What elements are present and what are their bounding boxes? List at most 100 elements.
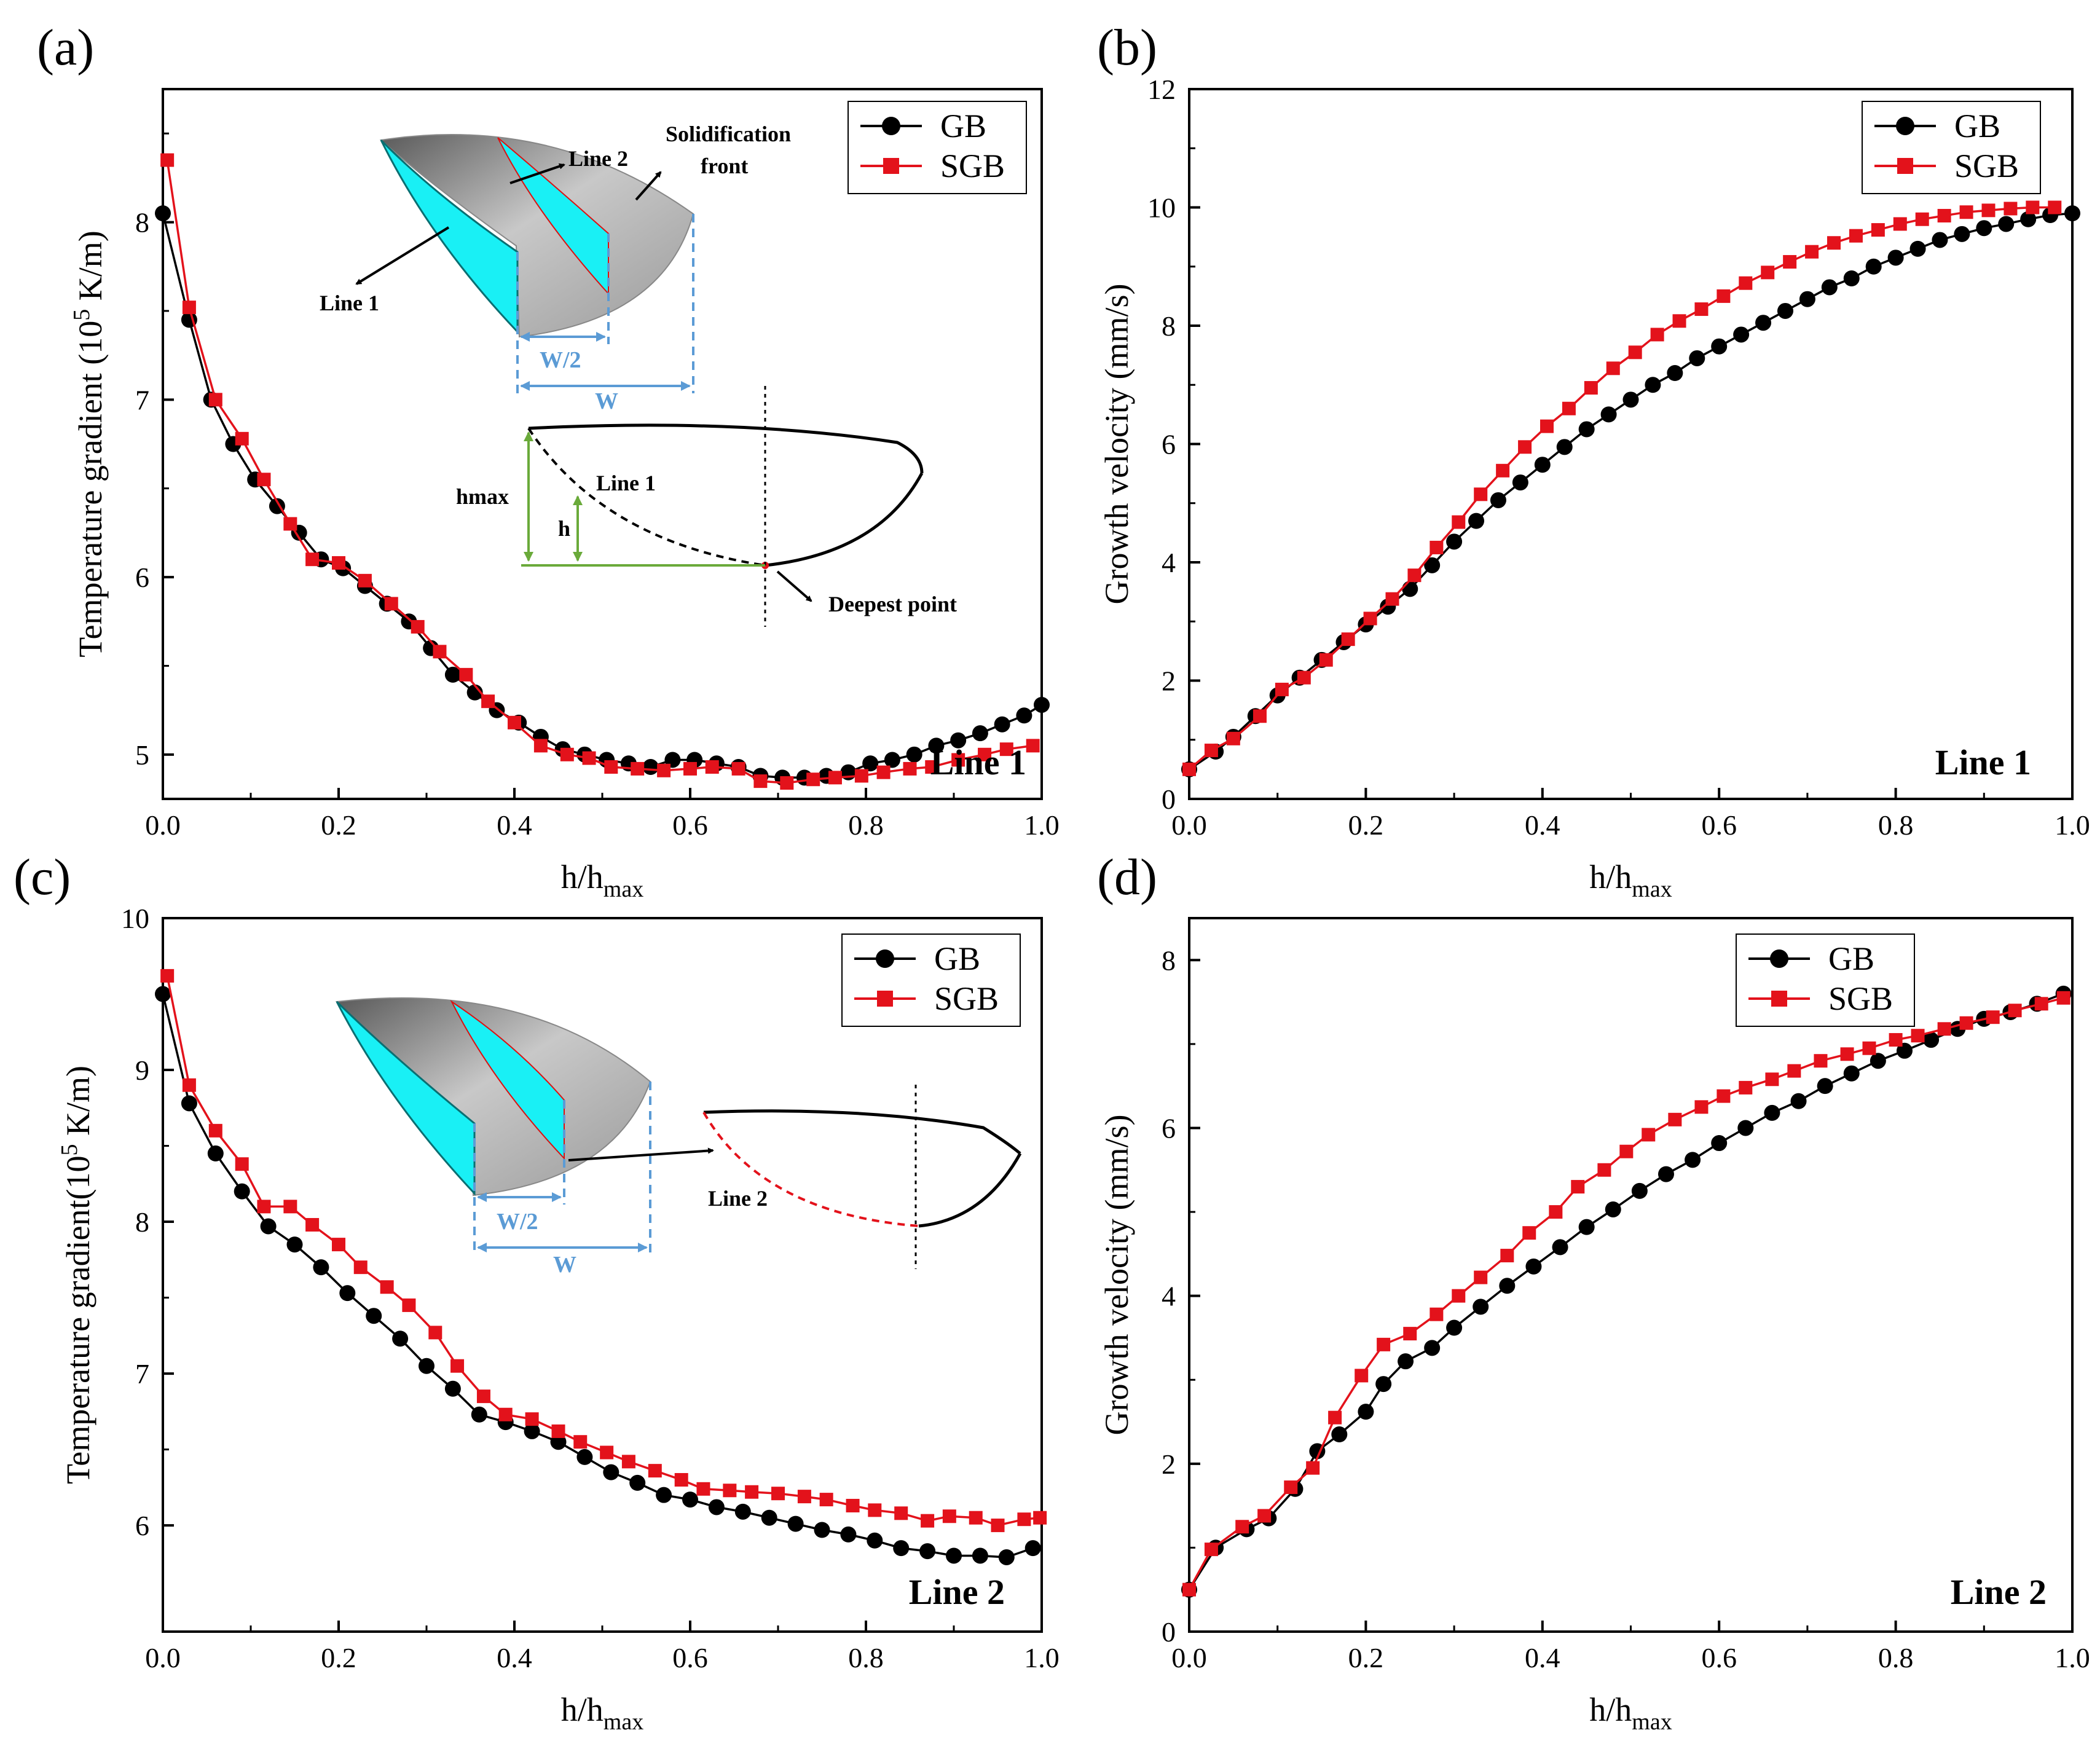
data-point-gb bbox=[207, 1145, 224, 1161]
data-point-sgb bbox=[797, 1490, 811, 1504]
inset-a-meltpool: W/2 W Line 1 Line 2 Solidification front bbox=[320, 122, 791, 414]
data-point-sgb bbox=[1017, 1512, 1031, 1527]
data-point-gb bbox=[1658, 1166, 1674, 1182]
data-point-sgb bbox=[1814, 1054, 1828, 1068]
data-point-sgb bbox=[160, 969, 175, 983]
data-point-sgb bbox=[1849, 229, 1863, 243]
inset-a-h-label: h bbox=[558, 516, 570, 541]
y-tick-label: 9 bbox=[135, 1055, 149, 1086]
x-tick-label: 1.0 bbox=[1024, 809, 1060, 841]
data-point-gb bbox=[313, 1259, 329, 1276]
data-point-gb bbox=[1473, 1299, 1489, 1315]
data-point-sgb bbox=[428, 1326, 442, 1340]
data-point-sgb bbox=[1787, 1064, 1801, 1078]
data-point-sgb bbox=[925, 760, 939, 774]
data-point-sgb bbox=[1694, 302, 1709, 316]
inset-c-meltpool: W/2 W bbox=[335, 997, 714, 1278]
data-point-sgb bbox=[1606, 361, 1620, 375]
data-point-sgb bbox=[1474, 487, 1488, 501]
data-point-sgb bbox=[283, 517, 297, 531]
data-point-sgb bbox=[1253, 709, 1267, 723]
data-point-sgb bbox=[854, 769, 868, 783]
inset-a-profile-bottom bbox=[765, 472, 924, 567]
y-tick-label: 4 bbox=[1162, 1281, 1176, 1312]
data-point-gb bbox=[972, 1547, 988, 1564]
data-point-sgb bbox=[1355, 1369, 1369, 1383]
data-point-sgb bbox=[1377, 1337, 1391, 1351]
data-point-gb bbox=[1799, 291, 1815, 307]
data-point-gb bbox=[1777, 302, 1793, 319]
y-tick-label: 6 bbox=[1162, 429, 1176, 460]
data-point-gb bbox=[1711, 1135, 1728, 1152]
legend-gb-marker bbox=[1770, 949, 1788, 968]
y-axis-label: Growth velocity (mm/s) bbox=[1098, 284, 1135, 605]
data-point-sgb bbox=[1297, 670, 1311, 685]
data-point-sgb bbox=[525, 1412, 539, 1426]
data-point-sgb bbox=[1827, 236, 1841, 250]
data-point-sgb bbox=[1540, 419, 1554, 433]
data-point-sgb bbox=[1862, 1041, 1876, 1055]
data-point-sgb bbox=[1937, 208, 1951, 222]
inset-a-line1-label: Line 1 bbox=[320, 291, 379, 315]
inset-c-profile-bottom bbox=[918, 1152, 1022, 1228]
data-point-sgb bbox=[257, 473, 271, 487]
data-point-sgb bbox=[1500, 1249, 1514, 1263]
y-tick-label: 4 bbox=[1162, 547, 1176, 578]
data-point-gb bbox=[906, 746, 922, 763]
data-point-gb bbox=[366, 1308, 382, 1324]
data-point-sgb bbox=[969, 1511, 983, 1525]
data-point-sgb bbox=[828, 771, 842, 785]
legend-sgb-label: SGB bbox=[1954, 147, 2019, 184]
data-point-sgb bbox=[1889, 1033, 1903, 1047]
legend-gb-label: GB bbox=[940, 108, 986, 144]
data-point-gb bbox=[814, 1522, 830, 1538]
data-point-gb bbox=[708, 1499, 725, 1515]
y-tick-label: 6 bbox=[135, 562, 149, 593]
data-point-sgb bbox=[1739, 276, 1753, 290]
data-point-sgb bbox=[560, 747, 574, 761]
x-tick-label: 0.2 bbox=[321, 809, 356, 841]
data-point-gb bbox=[787, 1515, 804, 1532]
data-point-gb bbox=[466, 684, 483, 701]
data-point-gb bbox=[339, 1285, 356, 1302]
data-point-sgb bbox=[305, 552, 320, 567]
data-point-sgb bbox=[208, 1123, 222, 1138]
data-point-gb bbox=[1552, 1239, 1568, 1256]
x-axis-label: h/hmax bbox=[561, 1691, 643, 1735]
line-tag: Line 2 bbox=[1951, 1572, 2047, 1612]
data-point-gb bbox=[2020, 211, 2037, 227]
series-line-sgb bbox=[1188, 206, 2055, 771]
data-point-sgb bbox=[358, 573, 372, 588]
legend-gb-marker bbox=[882, 117, 900, 135]
data-point-gb bbox=[994, 716, 1010, 733]
x-tick-label: 1.0 bbox=[2055, 1642, 2090, 1673]
data-point-sgb bbox=[978, 747, 992, 761]
data-point-sgb bbox=[305, 1217, 320, 1232]
panel-d: 0.0 0.2 0.4 0.6 0.8 1.0 0 2 4 6 8 h/hmax Growth velo… bbox=[1098, 917, 2090, 1735]
data-point-sgb bbox=[1840, 1047, 1854, 1061]
data-point-gb bbox=[1932, 232, 1948, 248]
data-point-gb bbox=[919, 1543, 936, 1560]
data-point-sgb bbox=[283, 1200, 297, 1214]
y-tick-label: 8 bbox=[135, 207, 149, 238]
legend-gb-label: GB bbox=[934, 940, 980, 977]
data-point-sgb bbox=[604, 760, 618, 774]
data-point-sgb bbox=[2004, 202, 2018, 216]
data-point-sgb bbox=[1650, 328, 1664, 342]
inset-c-w-label: W bbox=[553, 1252, 576, 1278]
data-point-sgb bbox=[1182, 1582, 1196, 1597]
data-point-gb bbox=[946, 1547, 962, 1564]
data-point-sgb bbox=[1871, 223, 1885, 237]
x-tick-label: 0.8 bbox=[1878, 809, 1914, 841]
data-point-gb bbox=[1631, 1182, 1648, 1199]
data-point-gb bbox=[928, 737, 945, 754]
data-point-gb bbox=[1685, 1152, 1701, 1168]
inset-c-cross-section-2 bbox=[450, 1000, 565, 1160]
data-point-sgb bbox=[868, 1503, 882, 1517]
data-point-sgb bbox=[648, 1464, 662, 1478]
inset-a-w-label: W bbox=[595, 388, 618, 414]
data-point-gb bbox=[629, 1474, 646, 1491]
data-point-gb bbox=[862, 755, 879, 772]
data-point-sgb bbox=[771, 1487, 785, 1501]
data-point-gb bbox=[682, 1492, 698, 1508]
